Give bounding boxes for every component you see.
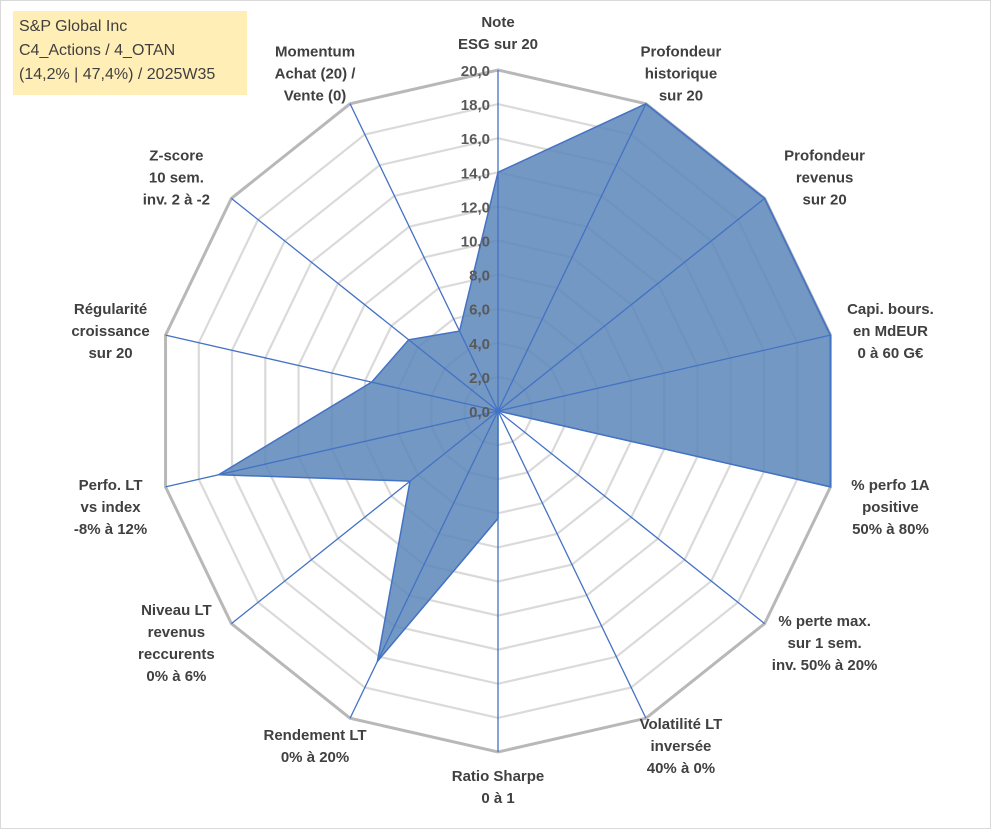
axis-label-line: revenus bbox=[148, 624, 206, 641]
axis-label-line: sur 20 bbox=[659, 87, 703, 104]
series-area-0 bbox=[216, 102, 832, 665]
axis-label-9: Niveau LT revenus reccurents 0% à 6% bbox=[138, 602, 215, 685]
axis-label-line: Note bbox=[481, 14, 514, 31]
radar-tick-labels: 0,0 2,0 4,0 6,0 8,0 10,0 12,0 14,0 16,0 18,0 20,0 bbox=[461, 63, 490, 421]
axis-label-8: Rendement LT 0% à 20% bbox=[264, 727, 367, 766]
spoke-8 bbox=[349, 410, 499, 719]
axis-label-12: Z-score 10 sem. inv. 2 à -2 bbox=[143, 147, 210, 208]
tick-label: 8,0 bbox=[469, 268, 490, 285]
spoke-1 bbox=[497, 103, 647, 412]
axis-label-line: Momentum bbox=[275, 43, 355, 60]
tick-label: 12,0 bbox=[461, 199, 490, 216]
axis-label-5: % perte max. sur 1 sem. inv. 50% à 20% bbox=[772, 613, 878, 674]
spoke-5 bbox=[497, 410, 766, 625]
axis-label-line: % perte max. bbox=[778, 613, 871, 630]
axis-label-line: Rendement LT bbox=[264, 727, 367, 744]
spoke-9 bbox=[230, 410, 499, 625]
axis-label-line: 40% à 0% bbox=[647, 760, 715, 777]
axis-label-10: Perfo. LT vs index -8% à 12% bbox=[74, 477, 147, 538]
tick-label: 18,0 bbox=[461, 97, 490, 114]
axis-label-line: inv. 2 à -2 bbox=[143, 191, 210, 208]
axis-label-line: Profondeur bbox=[784, 147, 865, 164]
tick-label: 4,0 bbox=[469, 336, 490, 353]
axis-label-line: Vente (0) bbox=[284, 87, 347, 104]
axis-label-line: -8% à 12% bbox=[74, 521, 147, 538]
spoke-6 bbox=[497, 410, 647, 719]
axis-label-line: ESG sur 20 bbox=[458, 36, 538, 53]
spoke-13 bbox=[349, 103, 499, 412]
axis-label-line: inv. 50% à 20% bbox=[772, 657, 878, 674]
info-box-company: S&P Global Inc bbox=[19, 18, 128, 35]
axis-label-line: 0 à 60 G€ bbox=[858, 345, 925, 362]
axis-label-line: Régularité bbox=[74, 301, 147, 318]
axis-label-line: Niveau LT bbox=[141, 602, 212, 619]
tick-label: 6,0 bbox=[469, 302, 490, 319]
radar-series bbox=[216, 102, 832, 665]
axis-label-4: % perfo 1A positive 50% à 80% bbox=[851, 477, 930, 538]
radar-spokes bbox=[165, 70, 831, 752]
spoke-11 bbox=[165, 334, 499, 412]
axis-label-line: 0 à 1 bbox=[481, 790, 514, 807]
spoke-12 bbox=[230, 197, 499, 412]
axis-label-line: en MdEUR bbox=[853, 323, 928, 340]
axis-label-line: Volatilité LT bbox=[640, 716, 723, 733]
axis-label-6: Volatilité LT inversée 40% à 0% bbox=[640, 716, 723, 777]
info-box-category: C4_Actions / 4_OTAN bbox=[19, 42, 176, 59]
axis-label-line: 50% à 80% bbox=[852, 521, 929, 538]
axis-label-7: Ratio Sharpe 0 à 1 bbox=[452, 768, 545, 807]
axis-label-line: Z-score bbox=[149, 147, 203, 164]
axis-label-line: Perfo. LT bbox=[79, 477, 143, 494]
tick-label: 14,0 bbox=[461, 165, 490, 182]
axis-label-line: historique bbox=[645, 65, 718, 82]
axis-label-2: Profondeur revenus sur 20 bbox=[784, 147, 865, 208]
axis-label-1: Profondeur historique sur 20 bbox=[641, 43, 722, 104]
spoke-4 bbox=[497, 410, 831, 488]
axis-label-line: 0% à 20% bbox=[281, 749, 349, 766]
axis-label-line: sur 1 sem. bbox=[787, 635, 861, 652]
axis-label-3: Capi. bours. en MdEUR 0 à 60 G€ bbox=[847, 301, 934, 362]
radar-axis-labels: Note ESG sur 20 Profondeur historique sur 20… bbox=[71, 14, 933, 807]
spoke-10 bbox=[165, 410, 499, 488]
tick-label: 16,0 bbox=[461, 131, 490, 148]
axis-label-line: sur 20 bbox=[88, 345, 132, 362]
axis-label-0: Note ESG sur 20 bbox=[458, 14, 538, 53]
tick-label: 2,0 bbox=[469, 370, 490, 387]
axis-label-line: positive bbox=[862, 499, 919, 516]
axis-label-line: Profondeur bbox=[641, 43, 722, 60]
tick-label: 20,0 bbox=[461, 63, 490, 80]
axis-label-line: Capi. bours. bbox=[847, 301, 934, 318]
info-box: S&P Global Inc C4_Actions / 4_OTAN (14,2… bbox=[13, 11, 247, 95]
axis-label-line: 10 sem. bbox=[149, 169, 204, 186]
spoke-2 bbox=[497, 197, 766, 412]
axis-label-line: 0% à 6% bbox=[146, 668, 206, 685]
axis-label-13: Momentum Achat (20) / Vente (0) bbox=[275, 43, 357, 104]
tick-label: 0,0 bbox=[469, 404, 490, 421]
axis-label-line: sur 20 bbox=[803, 191, 847, 208]
axis-label-line: reccurents bbox=[138, 646, 215, 663]
info-box-stats: (14,2% | 47,4%) / 2025W35 bbox=[19, 66, 216, 83]
axis-label-line: vs index bbox=[81, 499, 142, 516]
tick-label: 10,0 bbox=[461, 234, 490, 251]
axis-label-line: croissance bbox=[71, 323, 149, 340]
axis-label-11: Régularité croissance sur 20 bbox=[71, 301, 149, 362]
axis-label-line: % perfo 1A bbox=[851, 477, 930, 494]
spoke-3 bbox=[497, 334, 831, 412]
axis-label-line: Ratio Sharpe bbox=[452, 768, 545, 785]
axis-label-line: inversée bbox=[651, 738, 712, 755]
axis-label-line: revenus bbox=[796, 169, 854, 186]
axis-label-line: Achat (20) / bbox=[275, 65, 357, 82]
